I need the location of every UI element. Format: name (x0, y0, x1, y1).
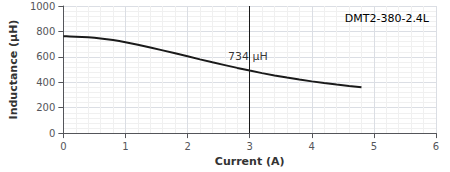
svg-text:4: 4 (309, 141, 315, 152)
svg-text:2: 2 (184, 141, 190, 152)
svg-text:200: 200 (36, 102, 55, 113)
svg-text:6: 6 (433, 141, 439, 152)
svg-text:1000: 1000 (30, 1, 55, 12)
svg-text:734 μH: 734 μH (228, 50, 268, 63)
svg-text:1: 1 (122, 141, 128, 152)
svg-text:0: 0 (60, 141, 66, 152)
svg-text:800: 800 (36, 26, 55, 37)
svg-text:0: 0 (49, 128, 55, 139)
svg-text:Current (A): Current (A) (215, 155, 285, 168)
svg-text:3: 3 (246, 141, 252, 152)
svg-text:600: 600 (36, 51, 55, 62)
svg-text:Inductance (μH): Inductance (μH) (7, 20, 20, 120)
svg-text:5: 5 (371, 141, 377, 152)
svg-text:DMT2-380-2.4L: DMT2-380-2.4L (345, 12, 430, 25)
svg-text:400: 400 (36, 77, 55, 88)
